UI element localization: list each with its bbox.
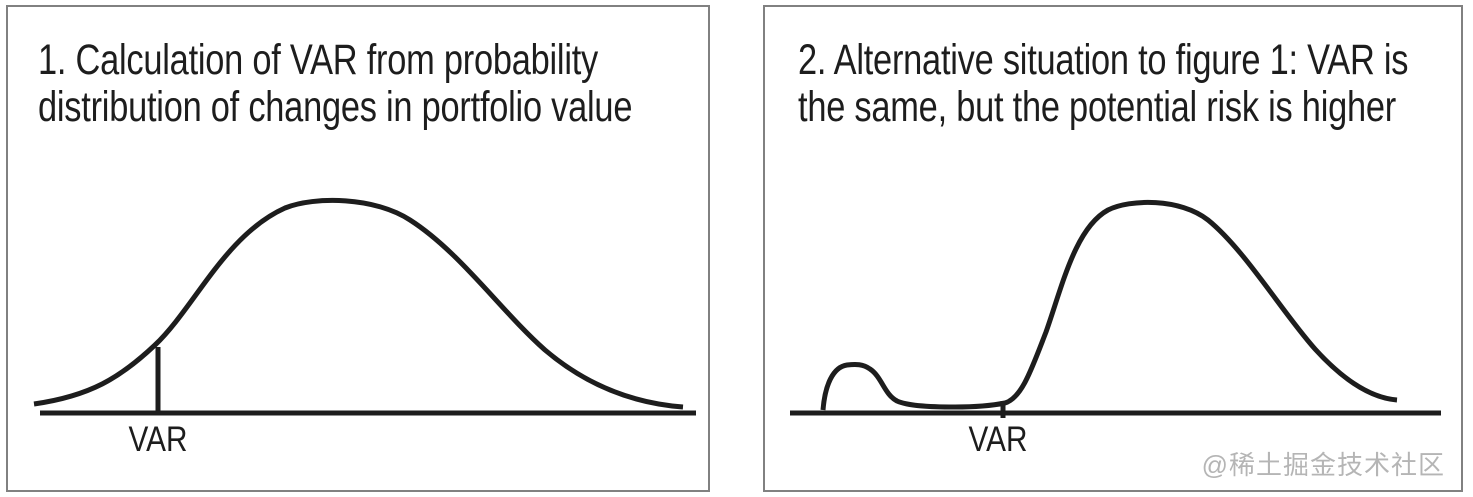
figure-2-title: 2. Alternative situation to figure 1: VA… (798, 37, 1408, 131)
figure-2-distribution-curve (820, 199, 1398, 411)
figure-2-panel: 2. Alternative situation to figure 1: VA… (763, 5, 1463, 492)
figure-2-title-line2: the same, but the potential risk is high… (798, 83, 1396, 131)
figure-2-var-label: VAR (969, 420, 1028, 459)
figure-2-title-line1: 2. Alternative situation to figure 1: VA… (798, 36, 1409, 84)
figure-1-distribution-curve (33, 197, 684, 410)
figure-1-var-label: VAR (129, 420, 188, 459)
community-watermark: @稀土掘金技术社区 (1201, 450, 1445, 480)
figure-1-title-line1: 1. Calculation of VAR from probability (38, 36, 599, 84)
figure-1-chart: VAR (33, 197, 696, 459)
figure-2-chart: VAR (790, 199, 1441, 459)
figure-1-panel: 1. Calculation of VAR from probability d… (6, 5, 710, 492)
figure-1-title: 1. Calculation of VAR from probability d… (38, 37, 632, 131)
figure-1-title-line2: distribution of changes in portfolio val… (38, 83, 633, 131)
